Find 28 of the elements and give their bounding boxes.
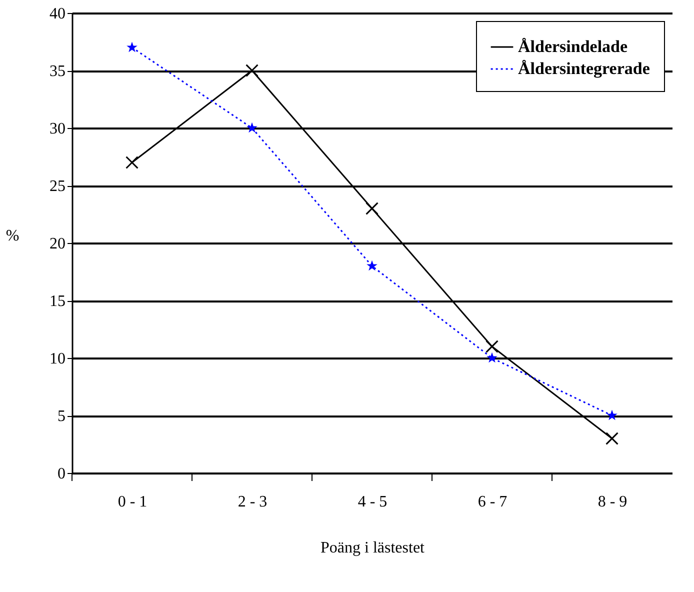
y-tick-label: 10 <box>50 350 66 368</box>
y-tick-label: 5 <box>58 408 66 425</box>
y-tick-label: 30 <box>50 120 66 138</box>
x-tick-label: 2 - 3 <box>238 494 268 510</box>
y-axis-title: % <box>6 228 20 244</box>
y-tick-label: 0 <box>58 466 66 482</box>
point <box>126 156 138 169</box>
y-tick-label: 35 <box>50 63 66 80</box>
legend-label: Åldersintegrerade <box>518 59 650 78</box>
x-tick-label: 8 - 9 <box>598 494 628 510</box>
point <box>366 202 378 215</box>
y-tick-label: 40 <box>50 6 66 22</box>
point <box>606 432 618 445</box>
point <box>126 42 138 52</box>
legend-label: Åldersindelade <box>518 37 628 56</box>
point <box>246 64 258 77</box>
x-axis-title: Poäng i lästestet <box>320 540 426 556</box>
point <box>606 410 618 420</box>
x-tick-label: 0 - 1 <box>118 494 148 510</box>
y-tick-label: 20 <box>50 236 66 252</box>
point <box>486 352 498 363</box>
y-tick-label: 25 <box>50 178 66 195</box>
point <box>366 260 378 271</box>
point <box>246 122 258 133</box>
y-tick-label: 15 <box>50 293 66 310</box>
point <box>486 340 498 353</box>
x-tick-label: 4 - 5 <box>358 494 388 510</box>
x-tick-label: 6 - 7 <box>478 494 508 510</box>
